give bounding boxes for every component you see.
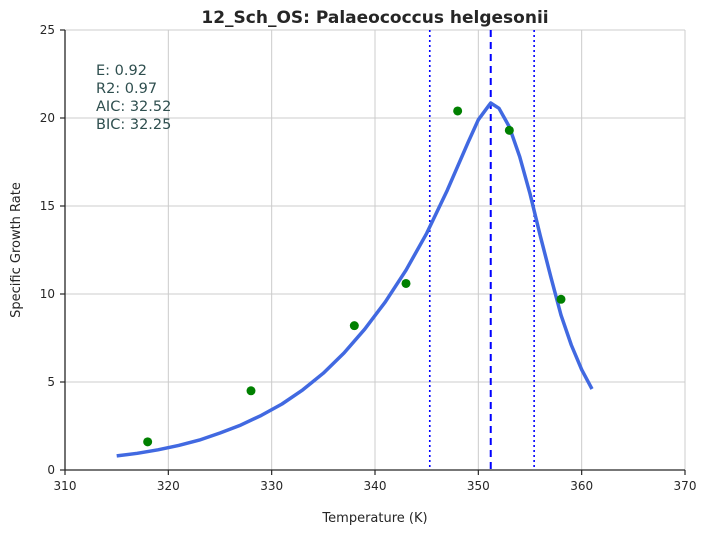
y-ticks: 0 5 10 15 20 25 <box>40 23 65 477</box>
data-points <box>143 106 566 447</box>
data-point-4 <box>453 106 463 116</box>
stats-annotation: E: 0.92 R2: 0.97 AIC: 32.52 BIC: 32.25 <box>96 63 171 133</box>
fit-curve <box>116 101 594 458</box>
data-point-2 <box>349 321 359 331</box>
grid <box>65 29 686 470</box>
data-point-5 <box>504 125 514 135</box>
y-tick-label-2: 10 <box>40 287 55 301</box>
x-tick-label-2: 330 <box>260 479 283 493</box>
x-tick-label-0: 310 <box>54 479 77 493</box>
data-point-1 <box>246 386 256 396</box>
y-tick-label-4: 20 <box>40 111 55 125</box>
x-axis-label: Temperature (K) <box>321 511 427 526</box>
y-tick-label-1: 5 <box>47 375 55 389</box>
y-tick-label-0: 0 <box>47 463 55 477</box>
data-point-6 <box>556 294 566 304</box>
x-tick-label-1: 320 <box>157 479 180 493</box>
annotation-e: E: 0.92 <box>96 63 147 79</box>
annotation-r2: R2: 0.97 <box>96 81 157 97</box>
x-ticks: 310 320 330 340 350 360 370 <box>54 470 697 493</box>
annotation-bic: BIC: 32.25 <box>96 117 171 133</box>
fit-curve-group <box>116 101 594 458</box>
data-point-0 <box>143 437 153 447</box>
y-axis-label: Specific Growth Rate <box>9 182 24 318</box>
x-tick-label-6: 370 <box>674 479 697 493</box>
annotation-aic: AIC: 32.52 <box>96 99 171 115</box>
y-tick-label-5: 25 <box>40 23 55 37</box>
x-tick-label-3: 340 <box>364 479 387 493</box>
y-tick-label-3: 15 <box>40 199 55 213</box>
x-tick-label-4: 350 <box>467 479 490 493</box>
data-point-3 <box>401 278 411 288</box>
chart-title: 12_Sch_OS: Palaeococcus helgesonii <box>201 8 548 28</box>
x-tick-label-5: 360 <box>570 479 593 493</box>
